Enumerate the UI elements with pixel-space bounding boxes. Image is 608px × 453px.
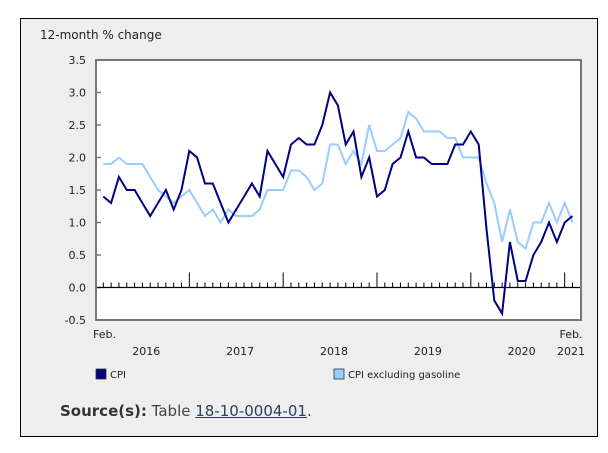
x-tick-label: 2019: [414, 345, 442, 358]
y-tick-label: 0.5: [69, 249, 87, 262]
y-tick-label: 1.5: [69, 184, 87, 197]
source-prefix: Table: [151, 402, 191, 420]
legend-label: CPI: [110, 370, 126, 381]
source-line: Source(s): Table 18-10-0004-01.: [60, 402, 312, 420]
y-tick-label: 2.0: [69, 152, 87, 165]
legend-swatch: [333, 368, 345, 380]
x-tick-label: 2020: [508, 345, 536, 358]
y-tick-label: 0.0: [69, 282, 87, 295]
y-tick-label: 1.0: [69, 217, 87, 230]
y-tick-label: -0.5: [65, 314, 86, 327]
x-tick-label: 2021: [557, 345, 585, 358]
plot-border: [95, 59, 582, 321]
x-axis: [96, 272, 581, 289]
x-tick-label: Feb.: [93, 328, 116, 341]
series-lines: [102, 89, 574, 317]
y-tick-label: 3.5: [69, 54, 87, 67]
source-table-link[interactable]: 18-10-0004-01: [195, 402, 307, 420]
legend-label: CPI excluding gasoline: [348, 370, 460, 381]
x-tick-label: 2017: [226, 345, 254, 358]
y-tick-label: 2.5: [69, 119, 87, 132]
source-label: Source(s):: [60, 402, 147, 420]
x-tick-label: 2016: [132, 345, 160, 358]
plot-area: [96, 60, 581, 320]
x-tick-label: 2018: [320, 345, 348, 358]
x-axis-labels: Feb. 2016 2017 2018 2019 2020 Feb. 2021: [93, 328, 585, 358]
y-tick-label: 3.0: [69, 87, 87, 100]
y-axis-title: 12-month % change: [40, 28, 162, 42]
source-suffix: .: [306, 402, 312, 420]
x-tick-label: Feb.: [560, 328, 583, 341]
legend-swatch: [95, 368, 107, 380]
legend: CPI CPI excluding gasoline: [95, 368, 460, 381]
